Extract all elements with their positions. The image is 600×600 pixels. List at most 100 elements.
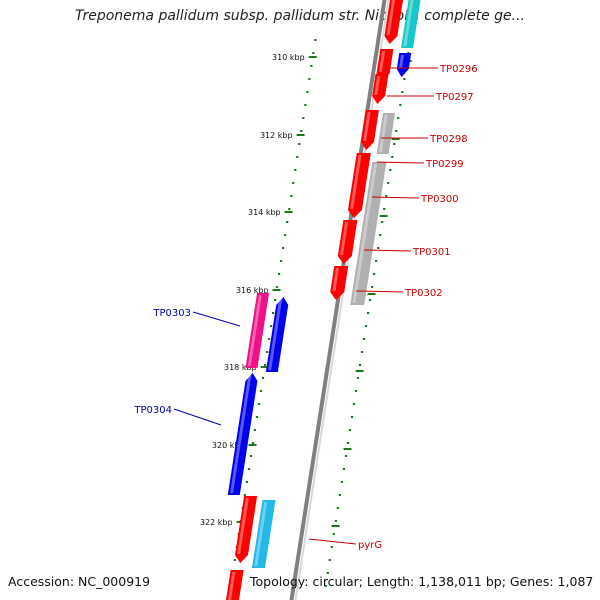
gene-label: TP0303 bbox=[152, 308, 191, 319]
topology-text: Topology: circular; Length: 1,138,011 bp… bbox=[250, 574, 594, 589]
gene-shine bbox=[332, 268, 339, 291]
tick-dot bbox=[286, 221, 289, 223]
tick-label: 310 kbp bbox=[272, 53, 305, 62]
gene-shine bbox=[227, 572, 236, 600]
tick-dot bbox=[379, 234, 382, 236]
tick-dot bbox=[326, 572, 329, 574]
tick-dot bbox=[399, 104, 402, 106]
tick-dot bbox=[354, 390, 358, 392]
tick-dot bbox=[383, 208, 386, 210]
gene-arrow-tp0298-grey bbox=[376, 113, 395, 154]
gene-labels: TP0296 TP0297 TP0298 TP0299 TP0300 TP0301 TP03… bbox=[133, 64, 477, 551]
gene-shine bbox=[374, 76, 381, 95]
gene-body bbox=[372, 74, 389, 104]
gene-label: TP0299 bbox=[425, 159, 464, 170]
gene-shine bbox=[378, 51, 386, 72]
gene-shine bbox=[268, 299, 283, 370]
tick-dot bbox=[265, 351, 269, 353]
gene-label: TP0301 bbox=[412, 247, 451, 258]
tick-dot bbox=[300, 130, 303, 132]
tick-dot bbox=[233, 559, 236, 561]
gene-label: TP0304 bbox=[133, 405, 172, 416]
tick-dot bbox=[360, 351, 364, 353]
gene-arrow-tp0296-b bbox=[396, 53, 412, 77]
gene-label: TP0296 bbox=[439, 64, 478, 75]
gene-leader-line bbox=[308, 538, 357, 545]
gene-shine bbox=[398, 55, 404, 68]
gene-leader-line bbox=[173, 408, 222, 426]
gene-shine bbox=[254, 502, 268, 566]
gene-leader-line bbox=[371, 196, 420, 199]
tick-dot bbox=[278, 273, 281, 275]
tick-dot bbox=[247, 468, 251, 470]
gene-label: TP0302 bbox=[404, 288, 443, 299]
gene-arrow-pyrg-red bbox=[234, 496, 258, 563]
tick-dot bbox=[274, 299, 277, 301]
tick-dot bbox=[381, 221, 384, 223]
gene-body bbox=[251, 500, 276, 568]
tick-dot bbox=[371, 286, 374, 288]
tick-dot bbox=[308, 78, 311, 80]
gene-arrow-tp0300 bbox=[347, 153, 371, 218]
gene-leader-line bbox=[355, 290, 404, 293]
gene-leader-line bbox=[363, 249, 412, 252]
tick-dot bbox=[362, 338, 366, 340]
gene-body bbox=[384, 0, 403, 44]
gene-body bbox=[265, 297, 289, 372]
gene-arrow-tp0301 bbox=[337, 220, 358, 264]
gene-arrow-grey-long bbox=[350, 162, 387, 305]
tick-dot bbox=[366, 312, 370, 314]
gene-arrow-tp0297 bbox=[372, 74, 389, 104]
tick-dot bbox=[288, 208, 291, 210]
tick-dot bbox=[282, 247, 285, 249]
tick-dot bbox=[344, 455, 348, 457]
tick-dot bbox=[292, 182, 295, 184]
tick-dot bbox=[393, 143, 396, 145]
tick-dot bbox=[350, 416, 354, 418]
gene-body bbox=[376, 113, 395, 154]
tick-dot bbox=[389, 169, 392, 171]
tick-dot bbox=[391, 156, 394, 158]
tick-dot bbox=[302, 117, 305, 119]
gene-arrow-tp0304 bbox=[227, 373, 258, 495]
tick-dot bbox=[276, 286, 279, 288]
tick-dot bbox=[310, 65, 313, 67]
gene-shine bbox=[230, 375, 252, 493]
tick-dot bbox=[290, 195, 293, 197]
gene-shine bbox=[247, 295, 262, 366]
gene-arrow-tp0303 bbox=[265, 297, 289, 372]
gene-body bbox=[330, 266, 349, 300]
tick-dot bbox=[280, 260, 283, 262]
tick-dot bbox=[377, 247, 380, 249]
gene-leader-line bbox=[376, 161, 425, 164]
gene-arrow-tp0298 bbox=[360, 110, 379, 150]
tick-label: 316 kbp bbox=[236, 286, 269, 295]
tick-dot bbox=[346, 442, 350, 444]
tick-dot bbox=[243, 494, 246, 496]
tick-dot bbox=[304, 104, 307, 106]
gene-shine bbox=[363, 112, 371, 141]
gene-body bbox=[245, 293, 270, 368]
tick-label: 322 kbp bbox=[200, 518, 233, 527]
tick-label: 312 kbp bbox=[260, 131, 293, 140]
tick-dot bbox=[358, 364, 362, 366]
gene-shine bbox=[386, 0, 395, 35]
tick-dot bbox=[328, 559, 331, 561]
gene-shine bbox=[237, 498, 249, 554]
tick-dot bbox=[334, 520, 337, 522]
tick-dot bbox=[294, 169, 297, 171]
tick-dot bbox=[257, 403, 261, 405]
tick-dot bbox=[364, 325, 368, 327]
tick-dot bbox=[385, 195, 388, 197]
gene-arrow-tp0296-a bbox=[376, 49, 394, 74]
gene-body bbox=[337, 220, 358, 264]
gene-body bbox=[227, 373, 258, 495]
gene-shine bbox=[352, 164, 378, 303]
tick-dot bbox=[401, 91, 404, 93]
gene-arrow-tp0302 bbox=[330, 266, 349, 300]
gene-body bbox=[234, 496, 258, 563]
gene-arrow-teal bbox=[401, 0, 421, 48]
gene-body bbox=[225, 570, 244, 600]
